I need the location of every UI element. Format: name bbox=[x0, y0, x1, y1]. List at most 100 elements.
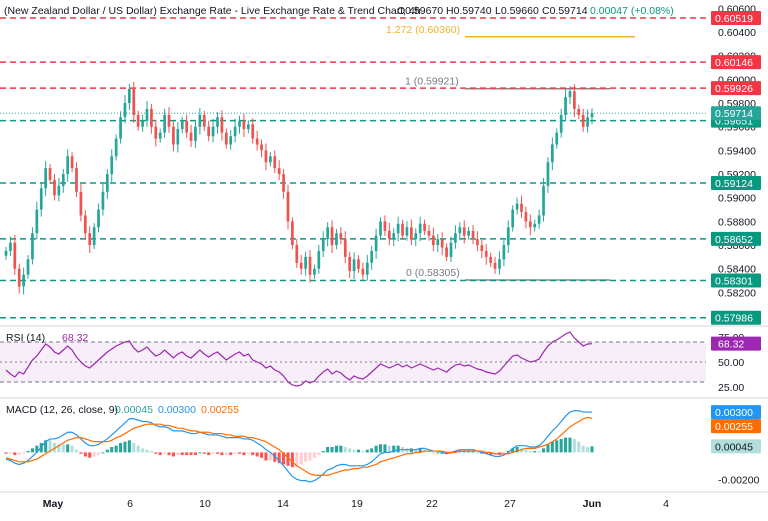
candle-down bbox=[357, 259, 360, 269]
macd-histogram-bar bbox=[308, 452, 312, 461]
macd-histogram-bar bbox=[171, 452, 175, 457]
candle-down bbox=[480, 245, 484, 251]
candle-up bbox=[145, 108, 149, 121]
candle-up bbox=[97, 209, 100, 228]
candle-up bbox=[158, 132, 162, 139]
macd-histogram-bar bbox=[321, 451, 325, 453]
support-level-label: 0.58301 bbox=[715, 275, 753, 287]
macd-pane bbox=[4, 410, 594, 483]
macd-histogram-bar bbox=[158, 452, 162, 456]
hist-value-tag bbox=[711, 439, 761, 454]
candle-up bbox=[392, 233, 396, 240]
candle-up bbox=[564, 97, 567, 115]
macd-histogram-bar bbox=[176, 452, 180, 456]
candle-up bbox=[550, 144, 554, 163]
macd-histogram-bar bbox=[462, 451, 466, 453]
candle-down bbox=[462, 227, 466, 236]
rsi-line bbox=[5, 331, 593, 387]
macd-histogram-bar bbox=[127, 440, 131, 453]
macd-histogram-bar bbox=[436, 452, 440, 454]
support-level-tag bbox=[711, 273, 761, 288]
candle-down bbox=[295, 245, 299, 263]
candle-down bbox=[264, 150, 268, 163]
candle-down bbox=[286, 191, 290, 222]
macd-histogram-bar bbox=[330, 447, 334, 453]
macd-histogram-bar bbox=[590, 446, 594, 453]
macd-histogram-bar bbox=[193, 452, 197, 456]
candle-up bbox=[119, 117, 122, 139]
macd-histogram-bar bbox=[414, 449, 418, 453]
candle-down bbox=[471, 230, 475, 240]
candle-down bbox=[308, 256, 312, 275]
macd-histogram-bar bbox=[555, 440, 559, 453]
time-axis: May 6 10 14 19 22 27 Jun 4 bbox=[43, 498, 669, 510]
ohlc-low: L0.59660 bbox=[495, 5, 539, 17]
time-tick-label: May bbox=[43, 498, 64, 510]
grid-layer bbox=[0, 325, 768, 493]
candle-down bbox=[17, 268, 21, 287]
candle-up bbox=[114, 138, 118, 157]
price-tick-label: 0.58800 bbox=[718, 216, 756, 228]
macd-histogram-bar bbox=[237, 452, 242, 454]
macd-histogram-bar bbox=[286, 452, 290, 466]
macd-histogram-bar bbox=[251, 452, 255, 456]
macd-histogram-bar bbox=[167, 452, 171, 456]
macd-histogram-bar bbox=[110, 447, 114, 453]
macd-histogram-bar bbox=[339, 445, 343, 453]
candle-up bbox=[502, 245, 506, 260]
price-tick-label: 0.58400 bbox=[718, 264, 756, 276]
macd-histogram-bar bbox=[260, 452, 264, 458]
candle-down bbox=[476, 239, 479, 246]
macd-histogram-bar bbox=[317, 452, 321, 456]
candle-up bbox=[4, 250, 8, 256]
macd-histogram-bar bbox=[475, 452, 479, 454]
candle-down bbox=[150, 108, 153, 127]
macd-histogram-bar bbox=[533, 451, 537, 453]
candle-up bbox=[365, 262, 369, 275]
candles bbox=[4, 81, 594, 295]
candle-up bbox=[35, 209, 39, 234]
macd-histogram-bar bbox=[255, 452, 259, 457]
candle-down bbox=[387, 230, 391, 240]
candle-up bbox=[180, 120, 184, 130]
candle-down bbox=[167, 114, 171, 127]
signal-value-tag bbox=[711, 419, 761, 434]
candle-down bbox=[432, 235, 435, 246]
macd-histogram-bar bbox=[568, 437, 572, 453]
macd-histogram-bar bbox=[559, 438, 563, 453]
candle-up bbox=[511, 209, 515, 228]
candle-up bbox=[506, 227, 510, 246]
candle-down bbox=[251, 124, 255, 139]
candle-up bbox=[198, 114, 202, 127]
macd-histogram-bar bbox=[299, 452, 303, 465]
candle-up bbox=[326, 227, 329, 240]
macd-histogram-bar bbox=[189, 452, 193, 456]
ohlc-close: C0.59714 bbox=[542, 5, 588, 17]
candle-down bbox=[291, 221, 294, 246]
macd-histogram-bar bbox=[145, 449, 149, 453]
macd-histogram-bar bbox=[564, 437, 568, 453]
candle-down bbox=[409, 227, 413, 240]
time-tick-label: 27 bbox=[504, 498, 516, 510]
macd-histogram-bar bbox=[295, 452, 299, 466]
macd-histogram-bar bbox=[44, 440, 48, 453]
candle-down bbox=[427, 230, 431, 236]
macd-histogram-bar bbox=[550, 441, 554, 453]
candle-up bbox=[9, 242, 12, 251]
candle-up bbox=[31, 233, 34, 260]
macd-histogram-bar bbox=[370, 448, 374, 453]
time-tick-label: 10 bbox=[199, 498, 211, 510]
macd-histogram-bar bbox=[392, 445, 396, 453]
macd-histogram-bar bbox=[383, 444, 387, 453]
candle-down bbox=[489, 256, 493, 263]
price-change: 0.00047 (+0.08%) bbox=[590, 5, 674, 17]
candle-up bbox=[568, 91, 572, 98]
macd-histogram-bar bbox=[22, 452, 26, 454]
candle-up bbox=[229, 136, 233, 145]
macd-histogram-bar bbox=[101, 452, 105, 454]
candle-up bbox=[304, 256, 307, 269]
candle-up bbox=[586, 117, 589, 127]
candle-up bbox=[396, 223, 400, 234]
candle-down bbox=[282, 174, 285, 192]
